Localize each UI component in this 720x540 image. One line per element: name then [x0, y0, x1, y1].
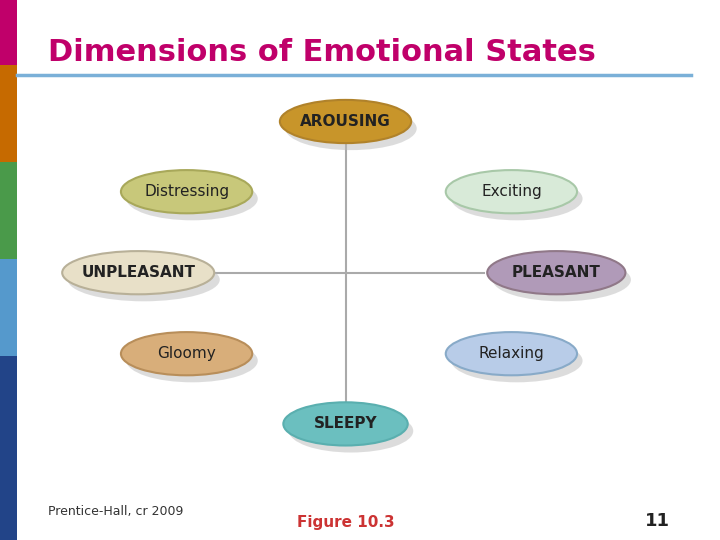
- Ellipse shape: [451, 177, 582, 220]
- Ellipse shape: [121, 170, 252, 213]
- Text: Exciting: Exciting: [481, 184, 541, 199]
- Text: PLEASANT: PLEASANT: [512, 265, 600, 280]
- Ellipse shape: [285, 107, 417, 150]
- Text: Prentice-Hall, cr 2009: Prentice-Hall, cr 2009: [48, 505, 184, 518]
- Text: UNPLEASANT: UNPLEASANT: [81, 265, 195, 280]
- FancyBboxPatch shape: [0, 65, 17, 162]
- Text: 11: 11: [645, 512, 670, 530]
- Text: SLEEPY: SLEEPY: [314, 416, 377, 431]
- Ellipse shape: [68, 258, 220, 301]
- Ellipse shape: [280, 100, 411, 143]
- Text: Dimensions of Emotional States: Dimensions of Emotional States: [48, 38, 596, 67]
- Text: Figure 10.3: Figure 10.3: [297, 515, 395, 530]
- FancyBboxPatch shape: [0, 356, 17, 540]
- Ellipse shape: [127, 339, 258, 382]
- Ellipse shape: [446, 170, 577, 213]
- Text: Gloomy: Gloomy: [157, 346, 216, 361]
- Ellipse shape: [62, 251, 215, 294]
- Ellipse shape: [446, 332, 577, 375]
- Ellipse shape: [127, 177, 258, 220]
- Text: Distressing: Distressing: [144, 184, 229, 199]
- FancyBboxPatch shape: [0, 259, 17, 356]
- FancyBboxPatch shape: [0, 162, 17, 259]
- Ellipse shape: [289, 409, 413, 453]
- Ellipse shape: [284, 402, 408, 446]
- Text: AROUSING: AROUSING: [300, 114, 391, 129]
- Ellipse shape: [487, 251, 626, 294]
- Ellipse shape: [492, 258, 631, 301]
- FancyBboxPatch shape: [0, 0, 17, 65]
- Ellipse shape: [451, 339, 582, 382]
- Text: Relaxing: Relaxing: [479, 346, 544, 361]
- Ellipse shape: [121, 332, 252, 375]
